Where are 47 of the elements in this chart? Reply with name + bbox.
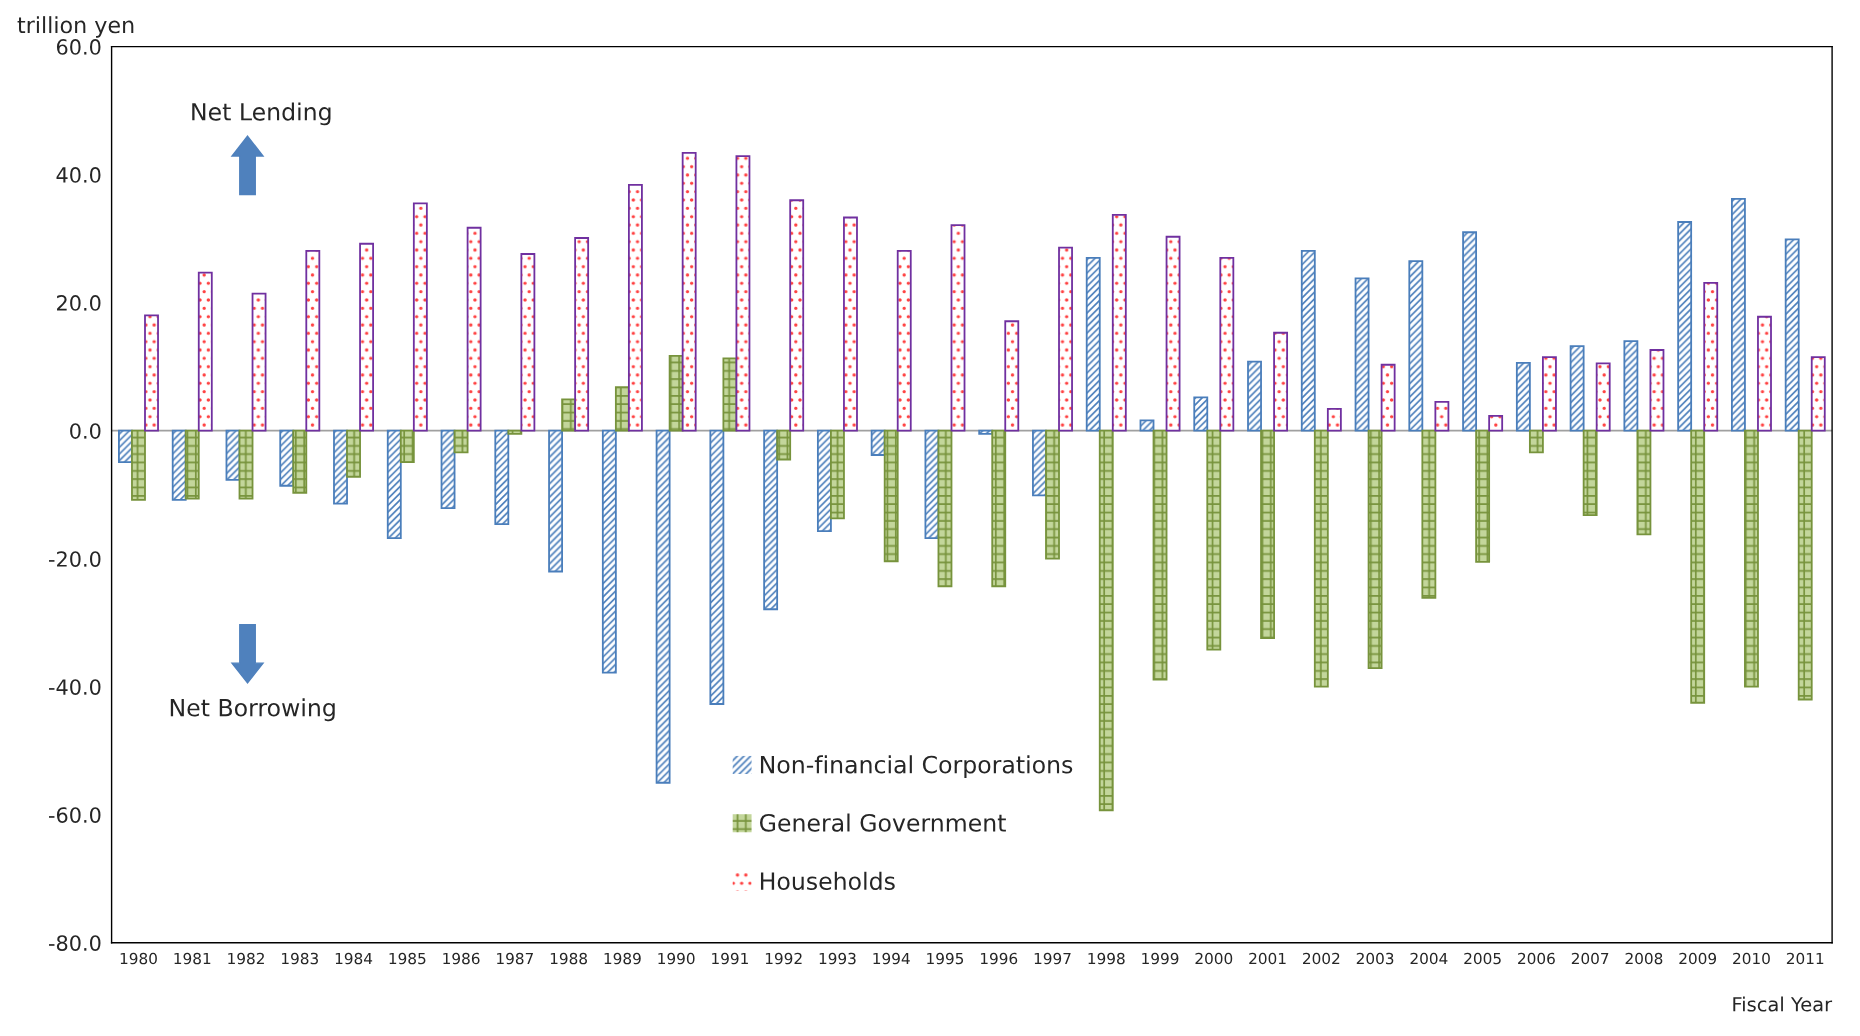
x-tick-label: 1989 bbox=[604, 952, 641, 965]
x-tick-label: 1985 bbox=[389, 952, 426, 965]
x-tick-label: 1983 bbox=[282, 952, 318, 965]
legend-label: Non-financial Corporations bbox=[760, 755, 1073, 779]
x-tick-label: 1996 bbox=[980, 952, 1018, 965]
x-tick-label: 1980 bbox=[120, 952, 157, 965]
x-axis-title: Fiscal Year bbox=[1733, 996, 1833, 1012]
x-tick-label: 1990 bbox=[658, 952, 695, 965]
x-tick-label: 2010 bbox=[1733, 952, 1770, 965]
y-tick-label: -60.0 bbox=[48, 807, 101, 823]
x-tick-label: 2002 bbox=[1303, 952, 1340, 965]
x-tick-label: 2000 bbox=[1195, 952, 1233, 965]
x-tick-label: 1986 bbox=[443, 952, 480, 965]
x-tick-label: 2003 bbox=[1356, 952, 1394, 965]
x-tick-label: 1984 bbox=[335, 952, 373, 965]
x-tick-label: 1997 bbox=[1034, 952, 1071, 965]
y-tick-label: 20.0 bbox=[57, 295, 101, 311]
y-tick-label: -80.0 bbox=[48, 935, 101, 951]
y-tick-label: 0.0 bbox=[70, 423, 101, 439]
x-tick-label: 2006 bbox=[1518, 952, 1555, 965]
y-tick-label: -40.0 bbox=[48, 679, 101, 695]
x-tick-label: 2004 bbox=[1410, 952, 1448, 965]
x-tick-label: 1999 bbox=[1142, 952, 1179, 965]
x-tick-label: 2011 bbox=[1786, 952, 1824, 965]
y-tick-label: 60.0 bbox=[56, 39, 101, 55]
x-tick-label: 2007 bbox=[1571, 952, 1609, 965]
x-tick-label: 1988 bbox=[550, 952, 587, 965]
x-tick-label: 1994 bbox=[873, 952, 910, 965]
legend-label: Households bbox=[760, 871, 895, 891]
x-tick-label: 1995 bbox=[927, 952, 964, 965]
x-tick-label: 2001 bbox=[1249, 952, 1286, 965]
annotation: Net Borrowing bbox=[170, 698, 335, 722]
legend-label: General Government bbox=[759, 813, 1006, 832]
x-tick-label: 1981 bbox=[174, 952, 211, 965]
y-tick-label: -20.0 bbox=[48, 551, 101, 567]
x-tick-label: 1991 bbox=[712, 952, 748, 965]
x-tick-label: 1993 bbox=[819, 952, 856, 965]
x-tick-label: 2005 bbox=[1464, 952, 1501, 965]
annotation: Net Lending bbox=[192, 102, 331, 126]
x-tick-label: 1987 bbox=[497, 952, 533, 965]
x-tick-label: 1992 bbox=[765, 952, 802, 965]
x-tick-label: 2009 bbox=[1679, 952, 1717, 965]
y-tick-label: 40.0 bbox=[56, 167, 101, 183]
x-tick-label: 1982 bbox=[228, 952, 264, 965]
x-tick-label: 2008 bbox=[1625, 952, 1663, 965]
x-tick-label: 1998 bbox=[1088, 952, 1125, 965]
y-axis-title: trillion yen bbox=[17, 16, 134, 38]
